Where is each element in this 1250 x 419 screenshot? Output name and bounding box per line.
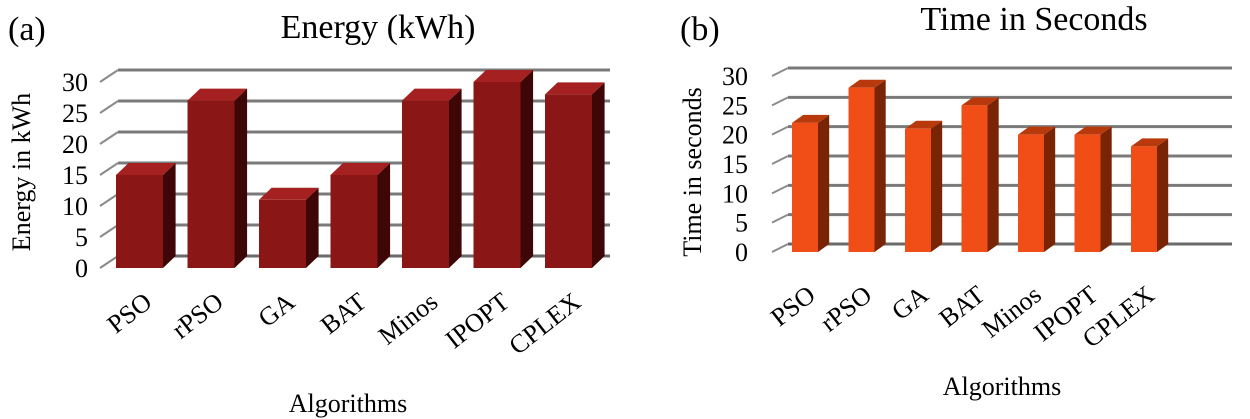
gridline-slant-time-20	[771, 125, 789, 136]
y-tick-time-0: 0	[735, 238, 748, 267]
bar-time-rpso	[848, 79, 886, 252]
bar-energy-cplex	[545, 82, 605, 269]
gridline-slant-energy-15	[99, 162, 119, 176]
x-tick-energy-ipopt: IPOPT	[440, 287, 515, 354]
gridline-slant-energy-10	[99, 193, 119, 207]
y-axis-label-time: Time in seconds	[678, 87, 707, 257]
y-tick-time-5: 5	[735, 209, 748, 238]
y-tick-time-15: 15	[722, 150, 748, 179]
x-tick-energy-bat: BAT	[315, 287, 372, 340]
chart-title-energy: Energy (kWh)	[281, 9, 476, 46]
y-tick-energy-5: 5	[75, 223, 88, 252]
gridline-slant-energy-30	[99, 69, 119, 83]
x-tick-energy-rpso: rPSO	[166, 287, 228, 345]
x-tick-energy-cplex: CPLEX	[503, 287, 586, 361]
gridline-slant-energy-5	[99, 224, 119, 238]
y-tick-time-10: 10	[722, 179, 748, 208]
y-axis-label-energy: Energy in kWh	[7, 93, 36, 251]
chart-panel-energy: (a) Energy (kWh) Energy in kWh Algorithm…	[7, 9, 610, 418]
bar-energy-ga	[259, 187, 319, 268]
y-tick-energy-25: 25	[62, 99, 88, 128]
y-tick-energy-15: 15	[62, 161, 88, 190]
gridline-slant-time-30	[771, 67, 789, 77]
bar-time-ipopt	[1074, 126, 1112, 252]
y-tick-energy-30: 30	[62, 68, 88, 97]
chart-panel-time: (b) Time in Seconds Time in seconds Algo…	[678, 1, 1232, 401]
bars-energy	[116, 70, 605, 269]
bar-time-minos	[1018, 126, 1056, 252]
gridline-slant-time-0	[771, 243, 789, 253]
y-tick-time-30: 30	[722, 62, 748, 91]
panel-label-b: (b)	[680, 11, 720, 48]
y-tick-energy-20: 20	[62, 130, 88, 159]
y-tick-energy-10: 10	[62, 192, 88, 221]
bar-time-pso	[792, 114, 830, 252]
gridline-slant-time-5	[771, 213, 789, 224]
x-tick-time-rpso: rPSO	[815, 280, 877, 338]
gridline-slant-energy-20	[99, 131, 119, 145]
bar-energy-rpso	[187, 88, 248, 268]
x-tick-energy-pso: PSO	[102, 287, 157, 339]
x-axis-label-time: Algorithms	[943, 372, 1061, 401]
y-tick-energy-0: 0	[75, 254, 88, 283]
x-tick-energy-minos: Minos	[373, 287, 443, 351]
x-tick-energy-ga: GA	[253, 287, 301, 333]
chart-title-time: Time in Seconds	[920, 1, 1147, 38]
bar-energy-bat	[330, 163, 391, 268]
gridline-slant-time-25	[771, 96, 789, 107]
y-tick-time-20: 20	[722, 121, 748, 150]
bar-energy-pso	[116, 163, 176, 268]
gridline-slant-energy-0	[99, 255, 119, 269]
bar-time-ga	[905, 120, 943, 252]
gridline-slant-energy-25	[99, 100, 119, 114]
gridline-slant-time-15	[771, 155, 789, 165]
bar-energy-minos	[402, 88, 462, 268]
bar-time-bat	[961, 97, 999, 252]
bar-time-cplex	[1131, 138, 1169, 252]
y-tick-time-25: 25	[722, 91, 748, 120]
x-tick-time-ga: GA	[886, 280, 934, 326]
bar-energy-ipopt	[473, 70, 534, 268]
bars-time	[792, 79, 1169, 252]
x-tick-time-pso: PSO	[765, 280, 820, 332]
gridline-slant-time-10	[771, 184, 789, 195]
x-axis-label-energy: Algorithms	[289, 389, 407, 418]
panel-label-a: (a)	[8, 11, 46, 48]
